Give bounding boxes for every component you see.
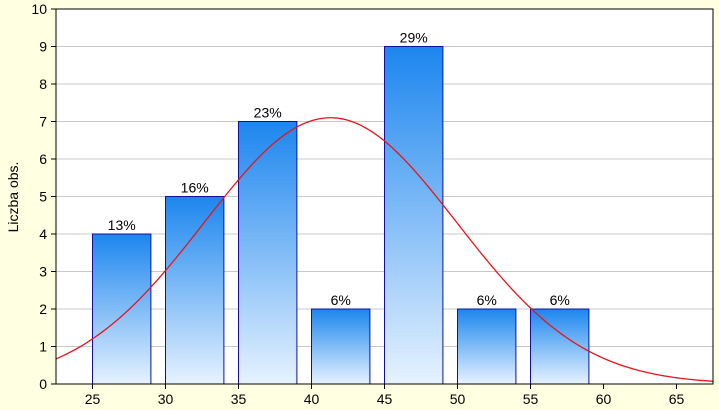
y-tick-label: 5 [39, 189, 47, 205]
x-tick-label: 55 [523, 391, 539, 407]
y-tick-label: 6 [39, 151, 47, 167]
y-tick-label: 8 [39, 76, 47, 92]
normal-curve-line [56, 117, 713, 382]
bar-percent-label: 6% [550, 292, 570, 308]
x-tick-label: 60 [596, 391, 612, 407]
x-tick-label: 50 [450, 391, 466, 407]
bar-percent-label: 16% [181, 180, 209, 196]
y-tick-label: 7 [39, 114, 47, 130]
x-tick-label: 30 [158, 391, 174, 407]
y-tick-label: 4 [39, 226, 47, 242]
normal-curve [56, 117, 713, 382]
x-tick-label: 45 [377, 391, 393, 407]
y-tick-label: 1 [39, 339, 47, 355]
histogram-bar [530, 308, 590, 385]
x-tick-label: 35 [231, 391, 247, 407]
x-tick-label: 40 [304, 391, 320, 407]
bar-percent-label: 29% [400, 30, 428, 46]
histogram-bar [92, 233, 152, 385]
y-tick-label: 10 [31, 1, 47, 17]
x-tick-label: 65 [669, 391, 685, 407]
bar-percent-label: 6% [331, 292, 351, 308]
x-tick-label: 25 [85, 391, 101, 407]
histogram-bar [384, 46, 444, 385]
y-axis-title: Liczba obs. [5, 162, 21, 233]
bar-percent-labels: 13% 16% 23% 6% 29% 6% 6% [108, 30, 570, 309]
bar-percent-label: 6% [477, 292, 497, 308]
y-tick-label: 9 [39, 39, 47, 55]
y-tick-label: 0 [39, 376, 47, 392]
y-tick-label: 3 [39, 264, 47, 280]
histogram-bar [457, 308, 517, 385]
bar-percent-label: 13% [108, 217, 136, 233]
histogram-bar [311, 308, 371, 385]
histogram-bar [165, 196, 225, 385]
bars [92, 46, 590, 385]
histogram-bar [238, 121, 298, 385]
bar-percent-label: 23% [254, 105, 282, 121]
y-tick-label: 2 [39, 301, 47, 317]
